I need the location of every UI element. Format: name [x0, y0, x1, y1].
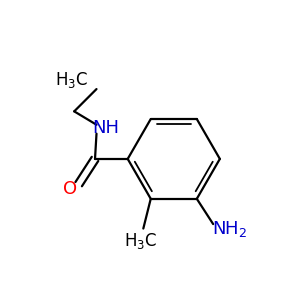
Text: NH: NH	[92, 119, 119, 137]
Text: H$_3$C: H$_3$C	[124, 231, 157, 251]
Text: O: O	[63, 180, 77, 198]
Text: H$_3$C: H$_3$C	[55, 70, 88, 90]
Text: NH$_2$: NH$_2$	[212, 219, 247, 239]
